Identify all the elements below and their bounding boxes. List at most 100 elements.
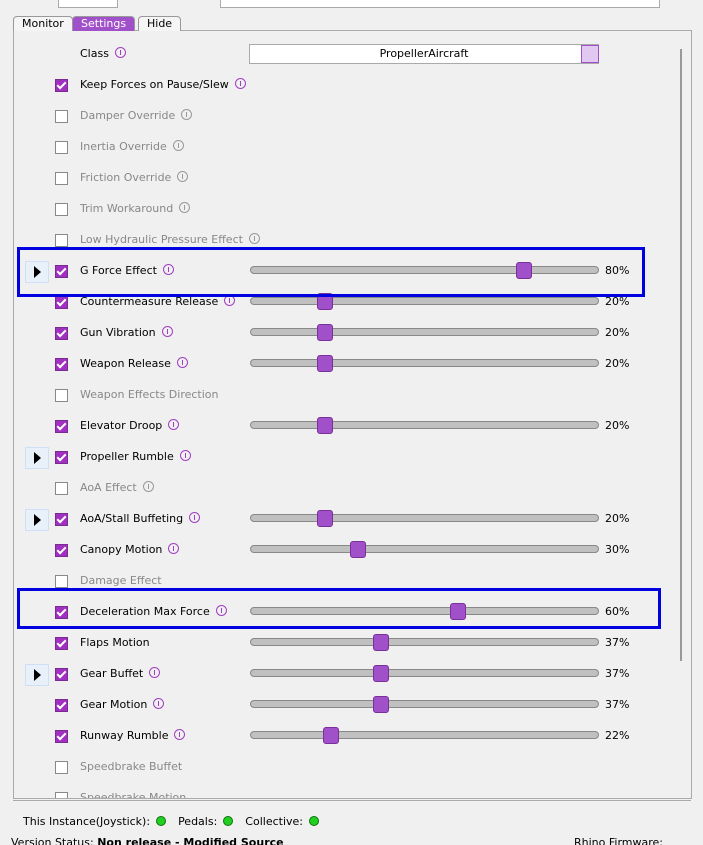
- slider-thumb[interactable]: [449, 603, 466, 620]
- sim-select[interactable]: DCS: [58, 0, 118, 8]
- slider-thumb[interactable]: [316, 355, 333, 372]
- tab[interactable]: Hide: [138, 16, 182, 31]
- slider-thumb[interactable]: [516, 262, 533, 279]
- slider-thumb[interactable]: [316, 293, 333, 310]
- checkbox[interactable]: [55, 203, 68, 216]
- checkbox[interactable]: [55, 575, 68, 588]
- checkbox[interactable]: [55, 606, 68, 619]
- slider-track[interactable]: [250, 700, 599, 708]
- setting-label: Trim Workaround: [80, 202, 191, 215]
- expand-button[interactable]: [25, 664, 49, 686]
- expand-button[interactable]: [25, 509, 49, 531]
- slider-thumb[interactable]: [316, 324, 333, 341]
- info-icon[interactable]: [161, 326, 173, 337]
- dropdown-button[interactable]: [581, 45, 599, 63]
- checkbox[interactable]: [55, 730, 68, 743]
- checkbox[interactable]: [55, 792, 68, 798]
- info-icon[interactable]: [177, 171, 189, 182]
- info-icon[interactable]: [248, 233, 260, 244]
- info-icon[interactable]: [142, 481, 154, 492]
- checkbox[interactable]: [55, 637, 68, 650]
- info-icon[interactable]: [179, 450, 191, 461]
- version-status: Version Status: Non release - Modified S…: [11, 836, 284, 845]
- checkbox[interactable]: [55, 234, 68, 247]
- checkbox[interactable]: [55, 513, 68, 526]
- checkbox[interactable]: [55, 296, 68, 309]
- info-icon[interactable]: [181, 109, 193, 120]
- info-icon[interactable]: [153, 698, 165, 709]
- info-icon[interactable]: [179, 202, 191, 213]
- setting-row: Weapon Release 20%: [14, 353, 691, 377]
- info-icon[interactable]: [162, 264, 174, 275]
- slider-track[interactable]: [250, 266, 599, 274]
- class-select[interactable]: PropellerAircraft: [249, 44, 599, 64]
- scrollbar[interactable]: [680, 49, 682, 661]
- slider-value: 22%: [605, 729, 630, 742]
- setting-row: Damper Override: [14, 105, 691, 129]
- slider-thumb[interactable]: [373, 696, 390, 713]
- checkbox[interactable]: [55, 420, 68, 433]
- checkbox[interactable]: [55, 482, 68, 495]
- checkbox[interactable]: [55, 327, 68, 340]
- slider-track[interactable]: [250, 421, 599, 429]
- setting-row: AoA/Stall Buffeting 20%: [14, 508, 691, 532]
- info-icon[interactable]: [189, 512, 201, 523]
- info-icon[interactable]: [215, 605, 227, 616]
- checkbox[interactable]: [55, 110, 68, 123]
- setting-row: Gear Motion 37%: [14, 694, 691, 718]
- slider-value: 37%: [605, 636, 630, 649]
- slider-track[interactable]: [250, 638, 599, 646]
- setting-row: Low Hydraulic Pressure Effect: [14, 229, 691, 253]
- checkbox[interactable]: [55, 668, 68, 681]
- slider-thumb[interactable]: [373, 634, 390, 651]
- info-icon[interactable]: [114, 47, 126, 58]
- info-icon[interactable]: [172, 140, 184, 151]
- slider-thumb[interactable]: [316, 510, 333, 527]
- status-label: Collective:: [245, 815, 303, 828]
- checkbox[interactable]: [55, 699, 68, 712]
- expand-button[interactable]: [25, 447, 49, 469]
- tab[interactable]: Settings: [72, 16, 136, 31]
- slider-track[interactable]: [250, 297, 599, 305]
- slider-thumb[interactable]: [349, 541, 366, 558]
- slider-track[interactable]: [250, 607, 599, 615]
- checkbox[interactable]: [55, 172, 68, 185]
- setting-text: Inertia Override: [80, 140, 167, 153]
- slider-thumb[interactable]: [316, 417, 333, 434]
- checkbox[interactable]: [55, 358, 68, 371]
- aircraft-select[interactable]: BF-109K-4: [220, 0, 660, 8]
- setting-text: Gun Vibration: [80, 326, 156, 339]
- checkbox[interactable]: [55, 141, 68, 154]
- setting-label: Damper Override: [80, 109, 193, 122]
- slider-thumb[interactable]: [373, 665, 390, 682]
- checkbox[interactable]: [55, 79, 68, 92]
- setting-label: G Force Effect: [80, 264, 174, 277]
- checkbox[interactable]: [55, 544, 68, 557]
- checkbox[interactable]: [55, 761, 68, 774]
- setting-label: AoA Effect: [80, 481, 154, 494]
- checkbox[interactable]: [55, 451, 68, 464]
- slider-track[interactable]: [250, 328, 599, 336]
- info-icon[interactable]: [174, 729, 186, 740]
- slider-track[interactable]: [250, 359, 599, 367]
- info-icon[interactable]: [149, 667, 161, 678]
- info-icon[interactable]: [168, 543, 180, 554]
- setting-row: Canopy Motion 30%: [14, 539, 691, 563]
- info-icon[interactable]: [176, 357, 188, 368]
- setting-label: Runway Rumble: [80, 729, 186, 742]
- slider-track[interactable]: [250, 514, 599, 522]
- tab[interactable]: Monitor: [13, 16, 73, 31]
- slider-value: 20%: [605, 326, 630, 339]
- setting-label: Weapon Effects Direction: [80, 388, 219, 401]
- checkbox[interactable]: [55, 265, 68, 278]
- setting-text: Friction Override: [80, 171, 172, 184]
- info-icon[interactable]: [234, 78, 246, 89]
- slider-track[interactable]: [250, 731, 599, 739]
- slider-thumb[interactable]: [323, 727, 340, 744]
- checkbox[interactable]: [55, 389, 68, 402]
- slider-track[interactable]: [250, 545, 599, 553]
- expand-button[interactable]: [25, 261, 49, 283]
- setting-text: Speedbrake Motion: [80, 791, 187, 799]
- slider-track[interactable]: [250, 669, 599, 677]
- info-icon[interactable]: [168, 419, 180, 430]
